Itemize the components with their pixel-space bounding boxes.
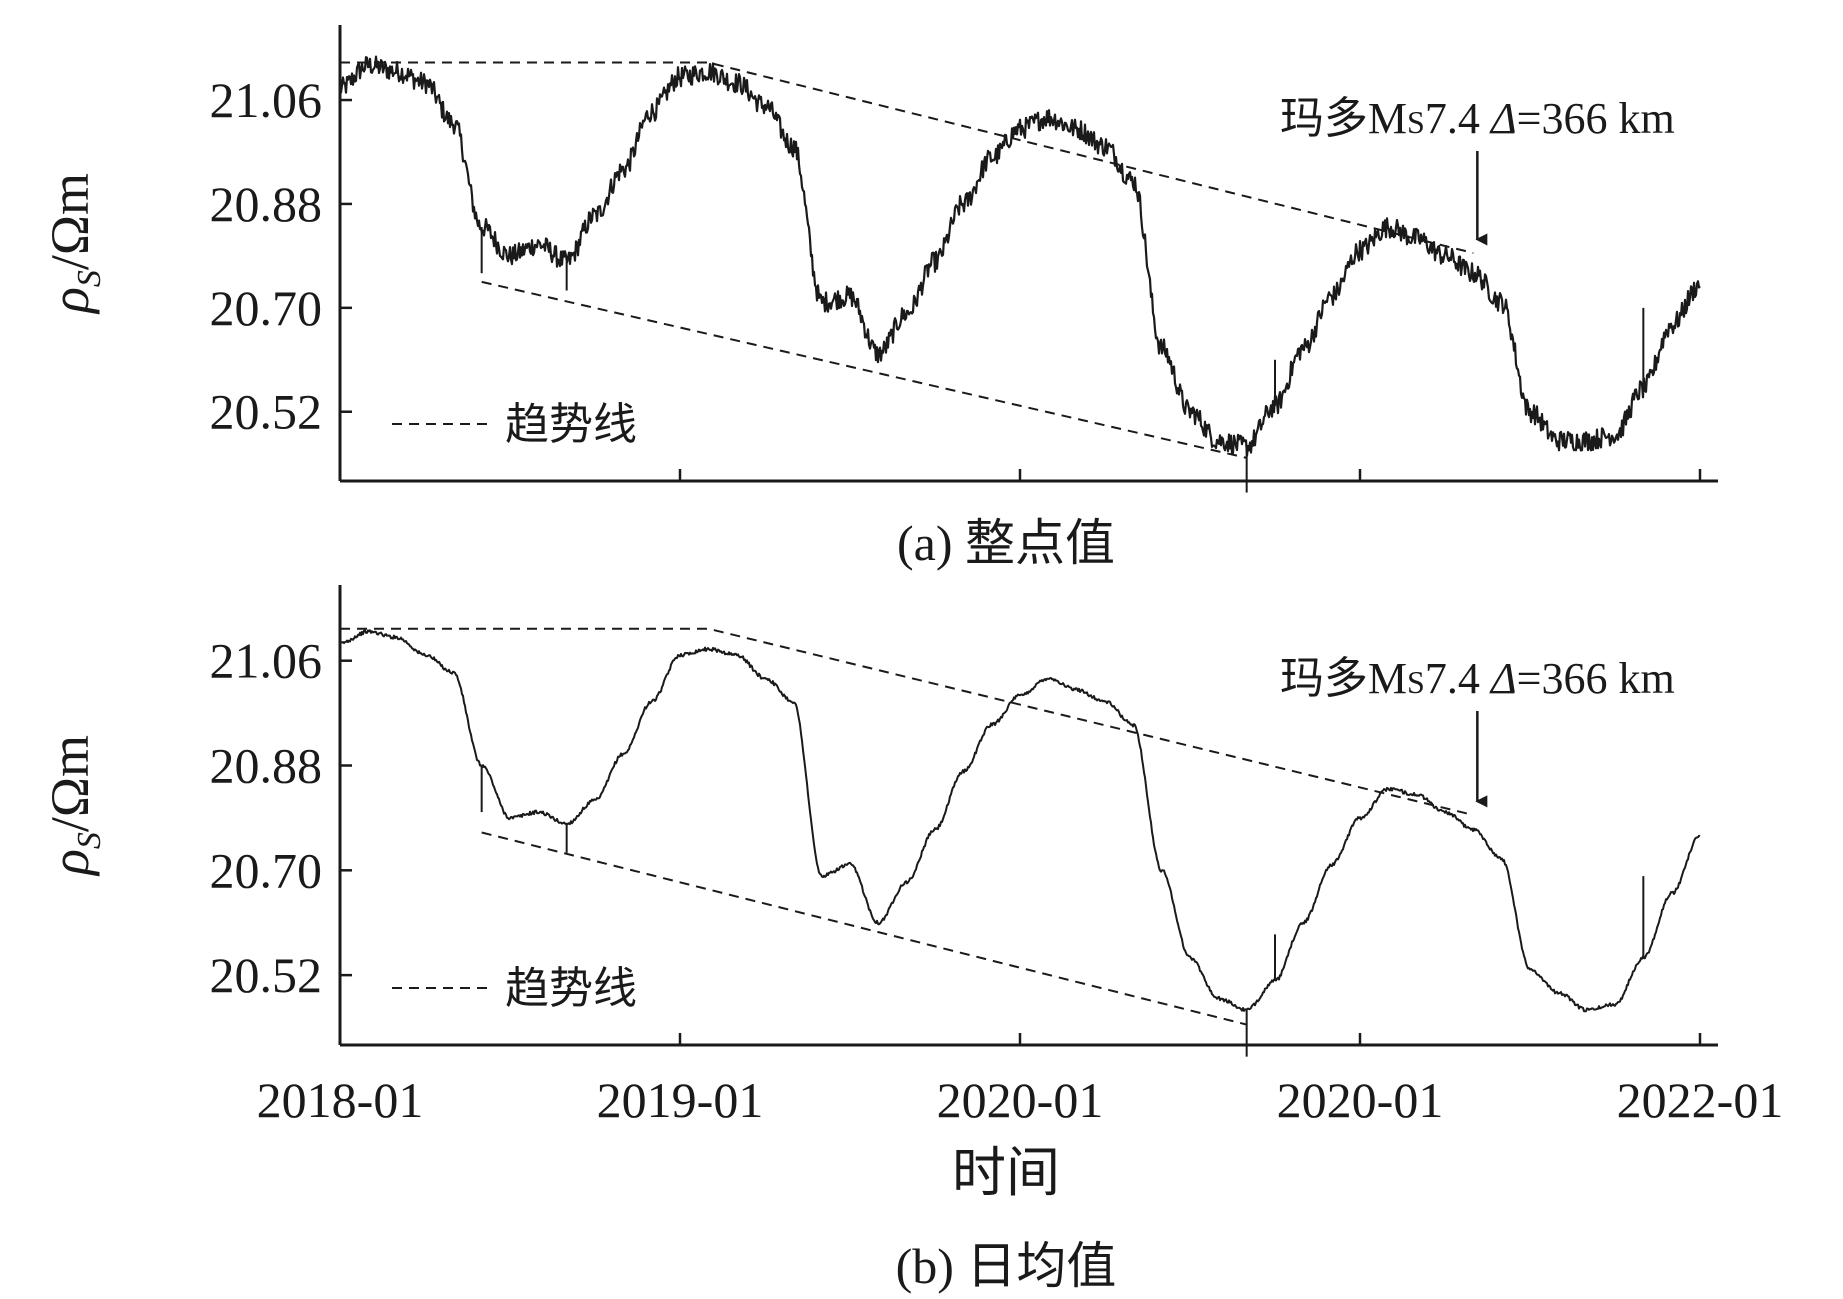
x-tick-label: 2019-01 xyxy=(597,1072,764,1128)
earthquake-annotation: 玛多MS7.4 Δ=366 km xyxy=(1280,94,1675,143)
earthquake-annotation: 玛多MS7.4 Δ=366 km xyxy=(1280,654,1675,703)
y-tick-label: 20.70 xyxy=(210,280,323,336)
y-tick-label: 20.88 xyxy=(210,738,323,794)
y-axis-label: ρS/Ωm xyxy=(40,173,108,315)
legend-trend-label: 趋势线 xyxy=(505,400,637,449)
x-tick-label: 2020-01 xyxy=(937,1072,1104,1128)
y-tick-label: 20.52 xyxy=(210,947,323,1003)
annotation-mag-subscript: S xyxy=(1407,664,1425,700)
y-axis-label: ρS/Ωm xyxy=(40,735,108,877)
y-tick-label: 20.88 xyxy=(210,176,323,232)
trend-line-upper xyxy=(340,627,1474,816)
x-tick-label: 2020-01 xyxy=(1277,1072,1444,1128)
annotation-mag-subscript: S xyxy=(1407,104,1425,140)
annotation-place: 玛多 xyxy=(1280,94,1368,143)
y-axis-label-subscript: S xyxy=(71,832,108,849)
y-axis-label-unit: /Ωm xyxy=(40,735,100,832)
annotation-dist-symbol: Δ xyxy=(1489,94,1517,143)
y-axis-label-symbol: ρ xyxy=(40,849,100,877)
trend-line-lower xyxy=(481,280,1247,459)
y-tick-label: 21.06 xyxy=(210,72,323,128)
annotation-dist-text: =366 km xyxy=(1517,654,1675,703)
panel-b-caption: (b) 日均值 xyxy=(896,1238,1117,1294)
annotation-mag-symbol: M xyxy=(1368,94,1407,143)
y-tick-label: 20.52 xyxy=(210,384,323,440)
legend-trend-label: 趋势线 xyxy=(505,964,637,1013)
annotation-dist-text: =366 km xyxy=(1517,94,1675,143)
trend-line-upper xyxy=(340,61,1474,254)
y-tick-label: 20.70 xyxy=(210,842,323,898)
resistivity-series-line xyxy=(338,55,1701,457)
x-axis-label: 时间 xyxy=(952,1143,1060,1203)
y-axis-label-symbol: ρ xyxy=(40,287,100,315)
annotation-mag-value: 7.4 xyxy=(1425,94,1491,143)
trend-line-lower xyxy=(481,831,1247,1026)
y-axis-label-subscript: S xyxy=(71,270,108,287)
annotation-mag-value: 7.4 xyxy=(1425,654,1491,703)
x-tick-label: 2022-01 xyxy=(1617,1072,1784,1128)
panel-a-caption: (a) 整点值 xyxy=(897,515,1115,571)
y-axis-label-unit: /Ωm xyxy=(40,173,100,270)
y-tick-label: 21.06 xyxy=(210,633,323,689)
panel-b-chart: 20.52 20.70 20.88 21.06 2018-01 2019-01 2020-0… xyxy=(40,585,1783,1128)
annotation-dist-symbol: Δ xyxy=(1489,654,1517,703)
annotation-mag-symbol: M xyxy=(1368,654,1407,703)
x-tick-label: 2018-01 xyxy=(257,1072,424,1128)
annotation-place: 玛多 xyxy=(1280,654,1368,703)
